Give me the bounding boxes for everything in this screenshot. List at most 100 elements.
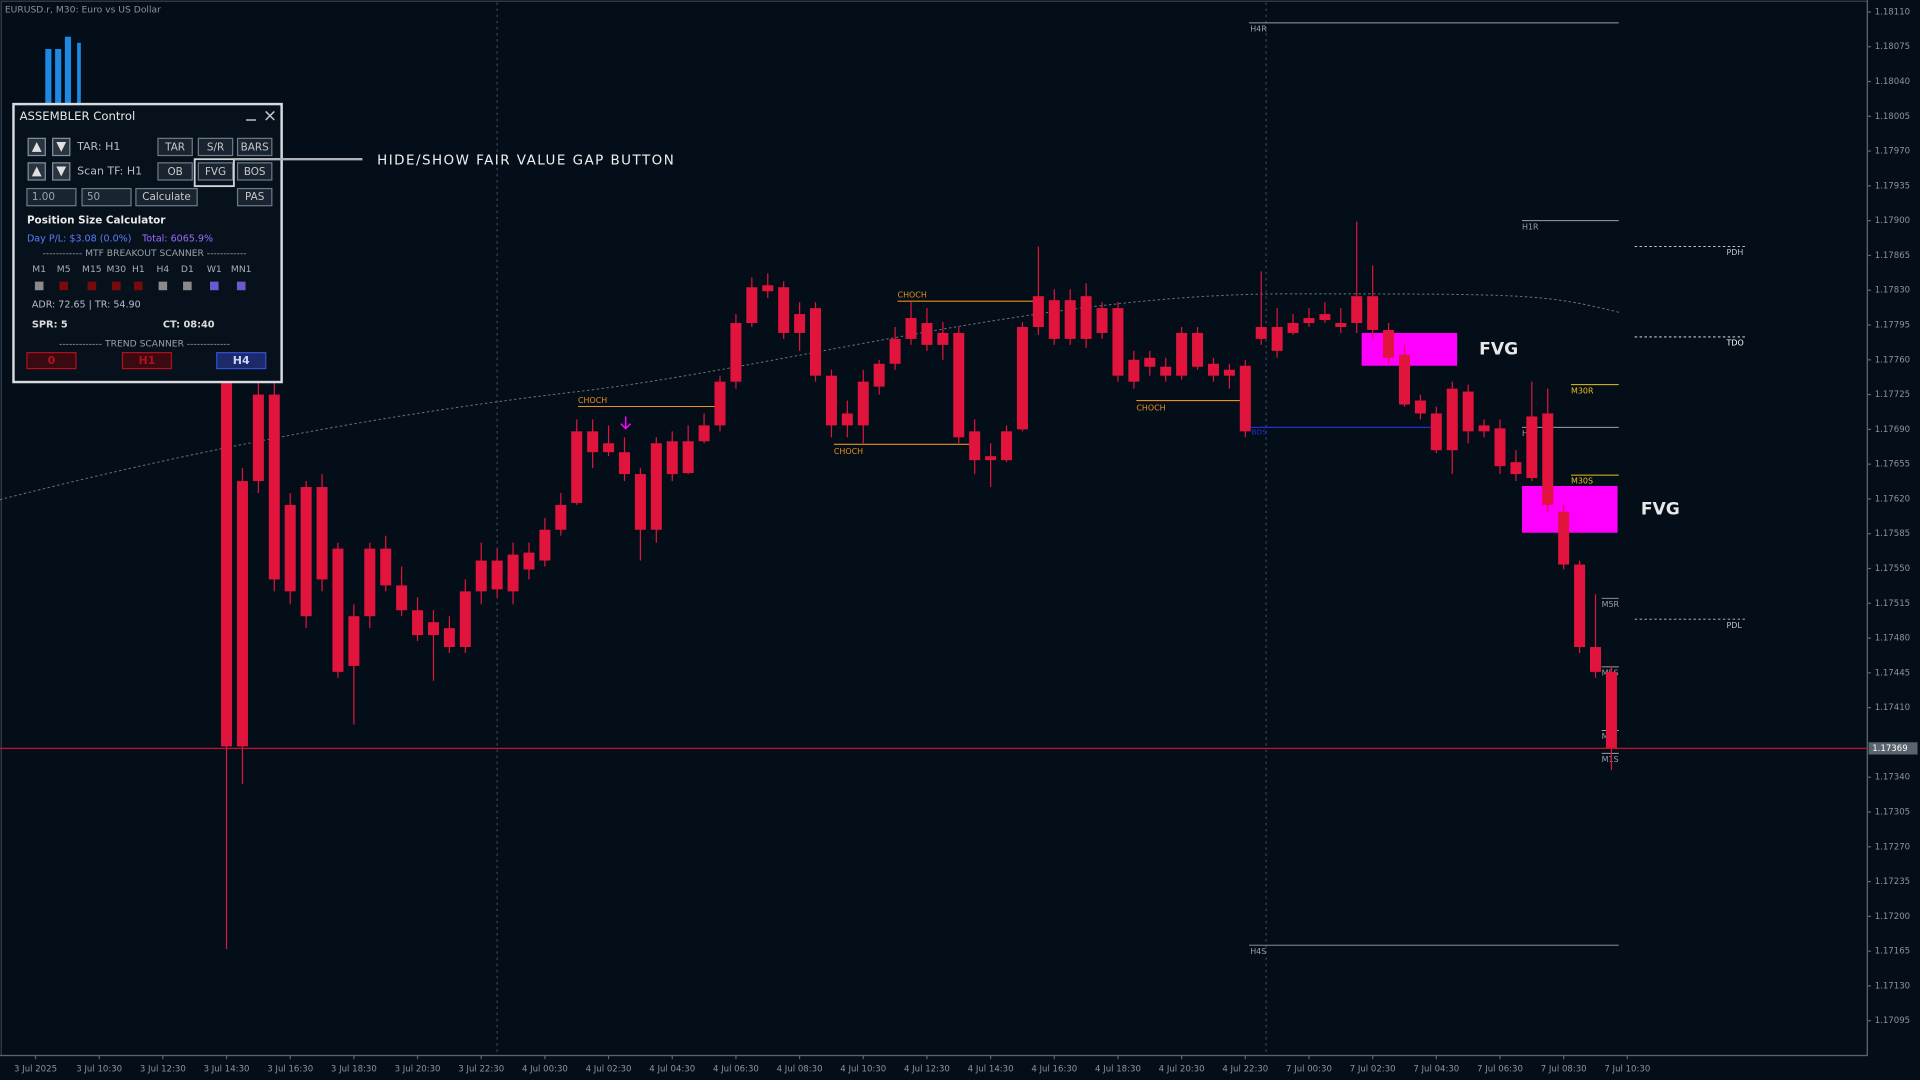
candle-body (1016, 326, 1028, 430)
candle-body (1223, 369, 1235, 376)
y-tick-label: 1.17795 (1875, 321, 1910, 331)
trend-text: H4 (233, 354, 250, 367)
candle-body (603, 443, 615, 453)
candle-body (221, 381, 233, 747)
panel-button-text: S/R (207, 142, 224, 154)
x-tick-label: 4 Jul 02:30 (586, 1064, 632, 1074)
y-tick-label: 1.17690 (1875, 425, 1910, 435)
x-tick-label: 4 Jul 12:30 (904, 1064, 950, 1074)
trend-box (216, 352, 267, 370)
y-tick-label: 1.17935 (1875, 181, 1910, 191)
x-tick-label: 3 Jul 12:30 (140, 1064, 186, 1074)
arrow-up-button[interactable] (27, 137, 46, 157)
candle-body (475, 560, 487, 592)
candle-body (889, 338, 901, 364)
timeframe-label: M30 (107, 264, 127, 275)
timeframe-status (183, 281, 192, 291)
candle-body (1303, 318, 1315, 324)
annotation: HIDE/SHOW FAIR VALUE GAP BUTTON (377, 153, 675, 168)
y-tick-label: 1.17550 (1875, 564, 1910, 574)
pas-text: PAS (245, 191, 265, 203)
x-tick-label: 4 Jul 16:30 (1031, 1064, 1077, 1074)
fvg-highlight (193, 158, 235, 188)
candle-body (1096, 308, 1108, 333)
candle-body (1144, 357, 1156, 367)
x-tick-label: 4 Jul 08:30 (777, 1064, 823, 1074)
y-tick-label: 1.17620 (1875, 494, 1910, 504)
y-tick-label: 1.18040 (1875, 77, 1910, 87)
level-label: M30S (1571, 477, 1593, 486)
choch-label: CHOCH (578, 396, 607, 405)
candle-body (1287, 323, 1299, 333)
bos-label: BOS (1251, 427, 1267, 436)
candle-body (1398, 354, 1410, 405)
position-size-label: Position Size Calculator (27, 214, 166, 226)
calculate-button[interactable] (135, 187, 198, 207)
candle-body (1383, 329, 1395, 358)
adr-label: ADR: 72.65 | TR: 54.90 (32, 299, 141, 310)
y-tick-label: 1.17445 (1875, 668, 1910, 678)
timeframe-label: D1 (181, 264, 194, 275)
candle-body (1526, 416, 1538, 479)
timeframe-label: M5 (57, 264, 71, 275)
trend-text: 0 (48, 354, 56, 367)
candle-body (1160, 366, 1172, 376)
level-label: H4R (1250, 24, 1267, 33)
y-tick-label: 1.17970 (1875, 147, 1910, 157)
timeframe-label: MN1 (231, 264, 252, 275)
panel-button[interactable] (236, 162, 273, 181)
signal-arrow (620, 416, 632, 430)
candle-body (1255, 326, 1267, 339)
y-tick-label: 1.17200 (1875, 912, 1910, 922)
close-button[interactable] (265, 110, 275, 121)
timeframe-label: M15 (82, 264, 102, 275)
arrow-down-button[interactable] (52, 137, 71, 157)
level-label: PDH (1727, 248, 1744, 257)
timeframe-label: H1 (132, 264, 145, 275)
x-tick-label: 4 Jul 20:30 (1159, 1064, 1205, 1074)
x-tick-label: 3 Jul 16:30 (267, 1064, 313, 1074)
panel-button-text: BARS (241, 142, 269, 154)
panel-button[interactable] (197, 162, 234, 181)
panel-button[interactable] (236, 137, 273, 157)
timeframe-status (210, 281, 219, 291)
candle-body (746, 287, 758, 324)
candle-body (730, 323, 742, 382)
candle-body (587, 431, 599, 453)
level-label: M1S (1602, 755, 1619, 764)
panel-button-text: FVG (205, 166, 226, 178)
arrow-down-button[interactable] (52, 162, 71, 181)
y-tick-label: 1.17130 (1875, 981, 1910, 991)
timeframe-label: M1 (32, 264, 46, 275)
candle-body (985, 456, 997, 461)
timeframe-status (134, 281, 143, 291)
candle-body (682, 441, 694, 474)
candle-body (555, 504, 567, 530)
pips-input-text: 50 (87, 191, 100, 203)
y-tick-label: 1.17655 (1875, 460, 1910, 470)
x-tick-label: 3 Jul 20:30 (395, 1064, 441, 1074)
panel-button[interactable] (157, 137, 193, 157)
candle-body (539, 529, 551, 561)
y-tick-label: 1.17165 (1875, 947, 1910, 957)
fvg-label: FVG (1641, 499, 1680, 519)
panel-button[interactable] (157, 162, 193, 181)
y-tick-label: 1.17585 (1875, 529, 1910, 539)
lot-input-text: 1.00 (32, 191, 55, 203)
panel-button-text: TAR (164, 142, 185, 154)
candle-body (1367, 296, 1379, 330)
candle-body (666, 441, 678, 475)
pas-button[interactable] (236, 187, 273, 207)
x-tick-label: 4 Jul 18:30 (1095, 1064, 1141, 1074)
pips-input[interactable] (81, 187, 132, 207)
timeframe-status (112, 281, 121, 291)
x-tick-label: 7 Jul 02:30 (1350, 1064, 1396, 1074)
candle-body (507, 554, 519, 592)
arrow-up-button[interactable] (27, 162, 46, 181)
candle-body (1494, 428, 1506, 467)
panel-button[interactable] (197, 137, 234, 157)
x-tick-label: 3 Jul 18:30 (331, 1064, 377, 1074)
y-tick-label: 1.17340 (1875, 773, 1910, 783)
lot-input[interactable] (26, 187, 77, 207)
